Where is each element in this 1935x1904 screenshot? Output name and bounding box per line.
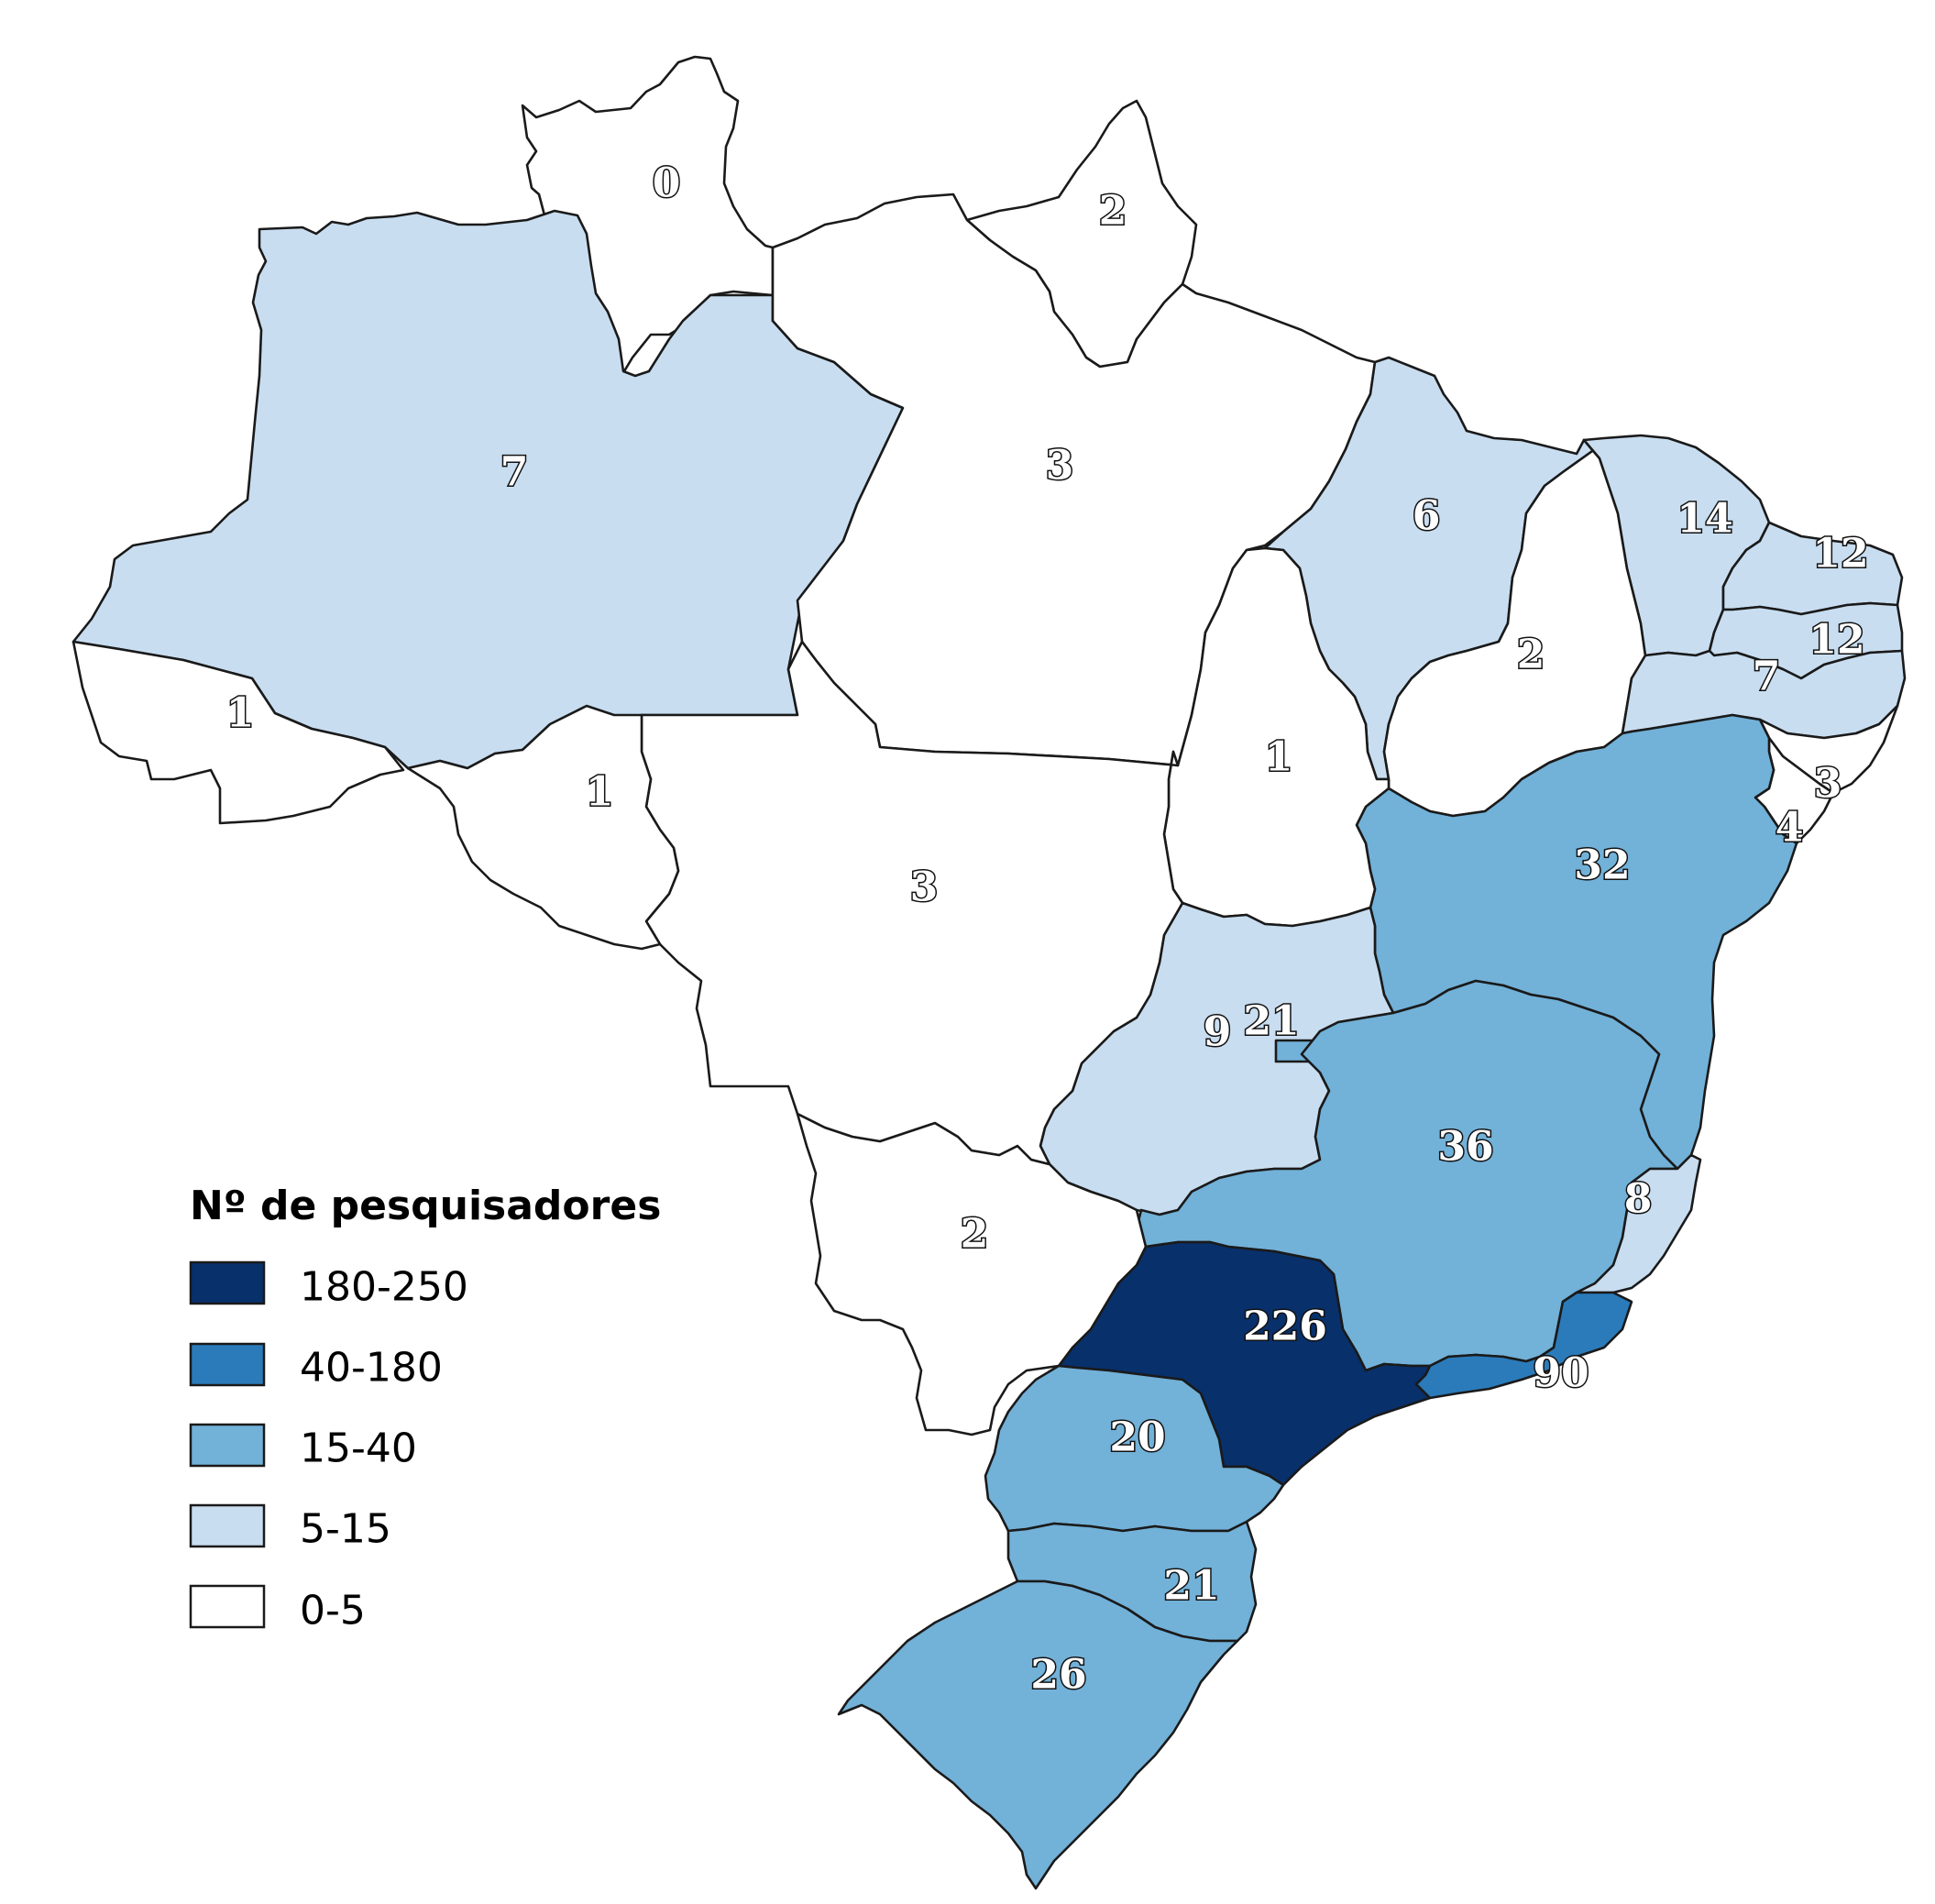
value-label-se: 4 <box>1776 805 1804 852</box>
legend: Nº de pesquisadores 180-250 40-180 15-40… <box>189 1183 661 1634</box>
state-ac <box>71 640 405 825</box>
state-mt <box>640 640 1184 1166</box>
value-labels: 0 2 7 3 6 14 12 12 7 2 1 1 1 3 4 3 32 9 … <box>225 159 1870 1700</box>
value-label-sp: 226 <box>1243 1304 1327 1350</box>
value-label-mg: 36 <box>1437 1124 1493 1171</box>
value-label-pb: 12 <box>1809 617 1864 664</box>
value-label-rn: 12 <box>1812 531 1868 578</box>
legend-title: Nº de pesquisadores <box>190 1183 661 1229</box>
value-label-pa: 3 <box>1046 443 1074 490</box>
value-label-go: 9 <box>1204 1009 1232 1056</box>
value-label-ap: 2 <box>1099 188 1127 235</box>
legend-label-15-40: 15-40 <box>300 1425 417 1472</box>
value-label-ac: 1 <box>226 690 255 737</box>
value-label-ms: 2 <box>961 1211 989 1258</box>
value-label-ce: 14 <box>1677 496 1732 543</box>
value-label-rr: 0 <box>653 160 681 207</box>
legend-label-0-5: 0-5 <box>300 1588 366 1634</box>
legend-swatch-15-40 <box>189 1423 266 1468</box>
legend-swatch-5-15 <box>189 1503 266 1548</box>
legend-swatch-0-5 <box>189 1584 266 1629</box>
value-label-pi: 2 <box>1517 632 1545 678</box>
legend-label-40-180: 40-180 <box>300 1345 443 1392</box>
value-label-pe: 7 <box>1753 654 1781 700</box>
value-label-rj: 90 <box>1533 1350 1589 1397</box>
value-label-mt: 3 <box>910 864 939 911</box>
value-label-ro: 1 <box>586 769 614 816</box>
legend-label-180-250: 180-250 <box>300 1264 468 1311</box>
state-shapes <box>71 55 1907 1890</box>
legend-swatch-180-250 <box>189 1260 266 1305</box>
state-ro <box>406 704 680 951</box>
value-label-pr: 20 <box>1109 1414 1165 1461</box>
value-label-am: 7 <box>500 449 529 496</box>
value-label-ma: 6 <box>1413 493 1441 540</box>
value-label-df: 21 <box>1243 998 1299 1045</box>
value-label-al: 3 <box>1814 761 1842 808</box>
value-label-sc: 21 <box>1163 1563 1219 1610</box>
state-rs <box>837 1579 1239 1890</box>
legend-label-5-15: 5-15 <box>300 1506 391 1553</box>
value-label-to: 1 <box>1265 734 1293 781</box>
value-label-ba: 32 <box>1574 842 1630 889</box>
legend-swatch-40-180 <box>189 1342 266 1387</box>
value-label-rs: 26 <box>1030 1652 1086 1699</box>
value-label-es: 8 <box>1624 1176 1653 1223</box>
